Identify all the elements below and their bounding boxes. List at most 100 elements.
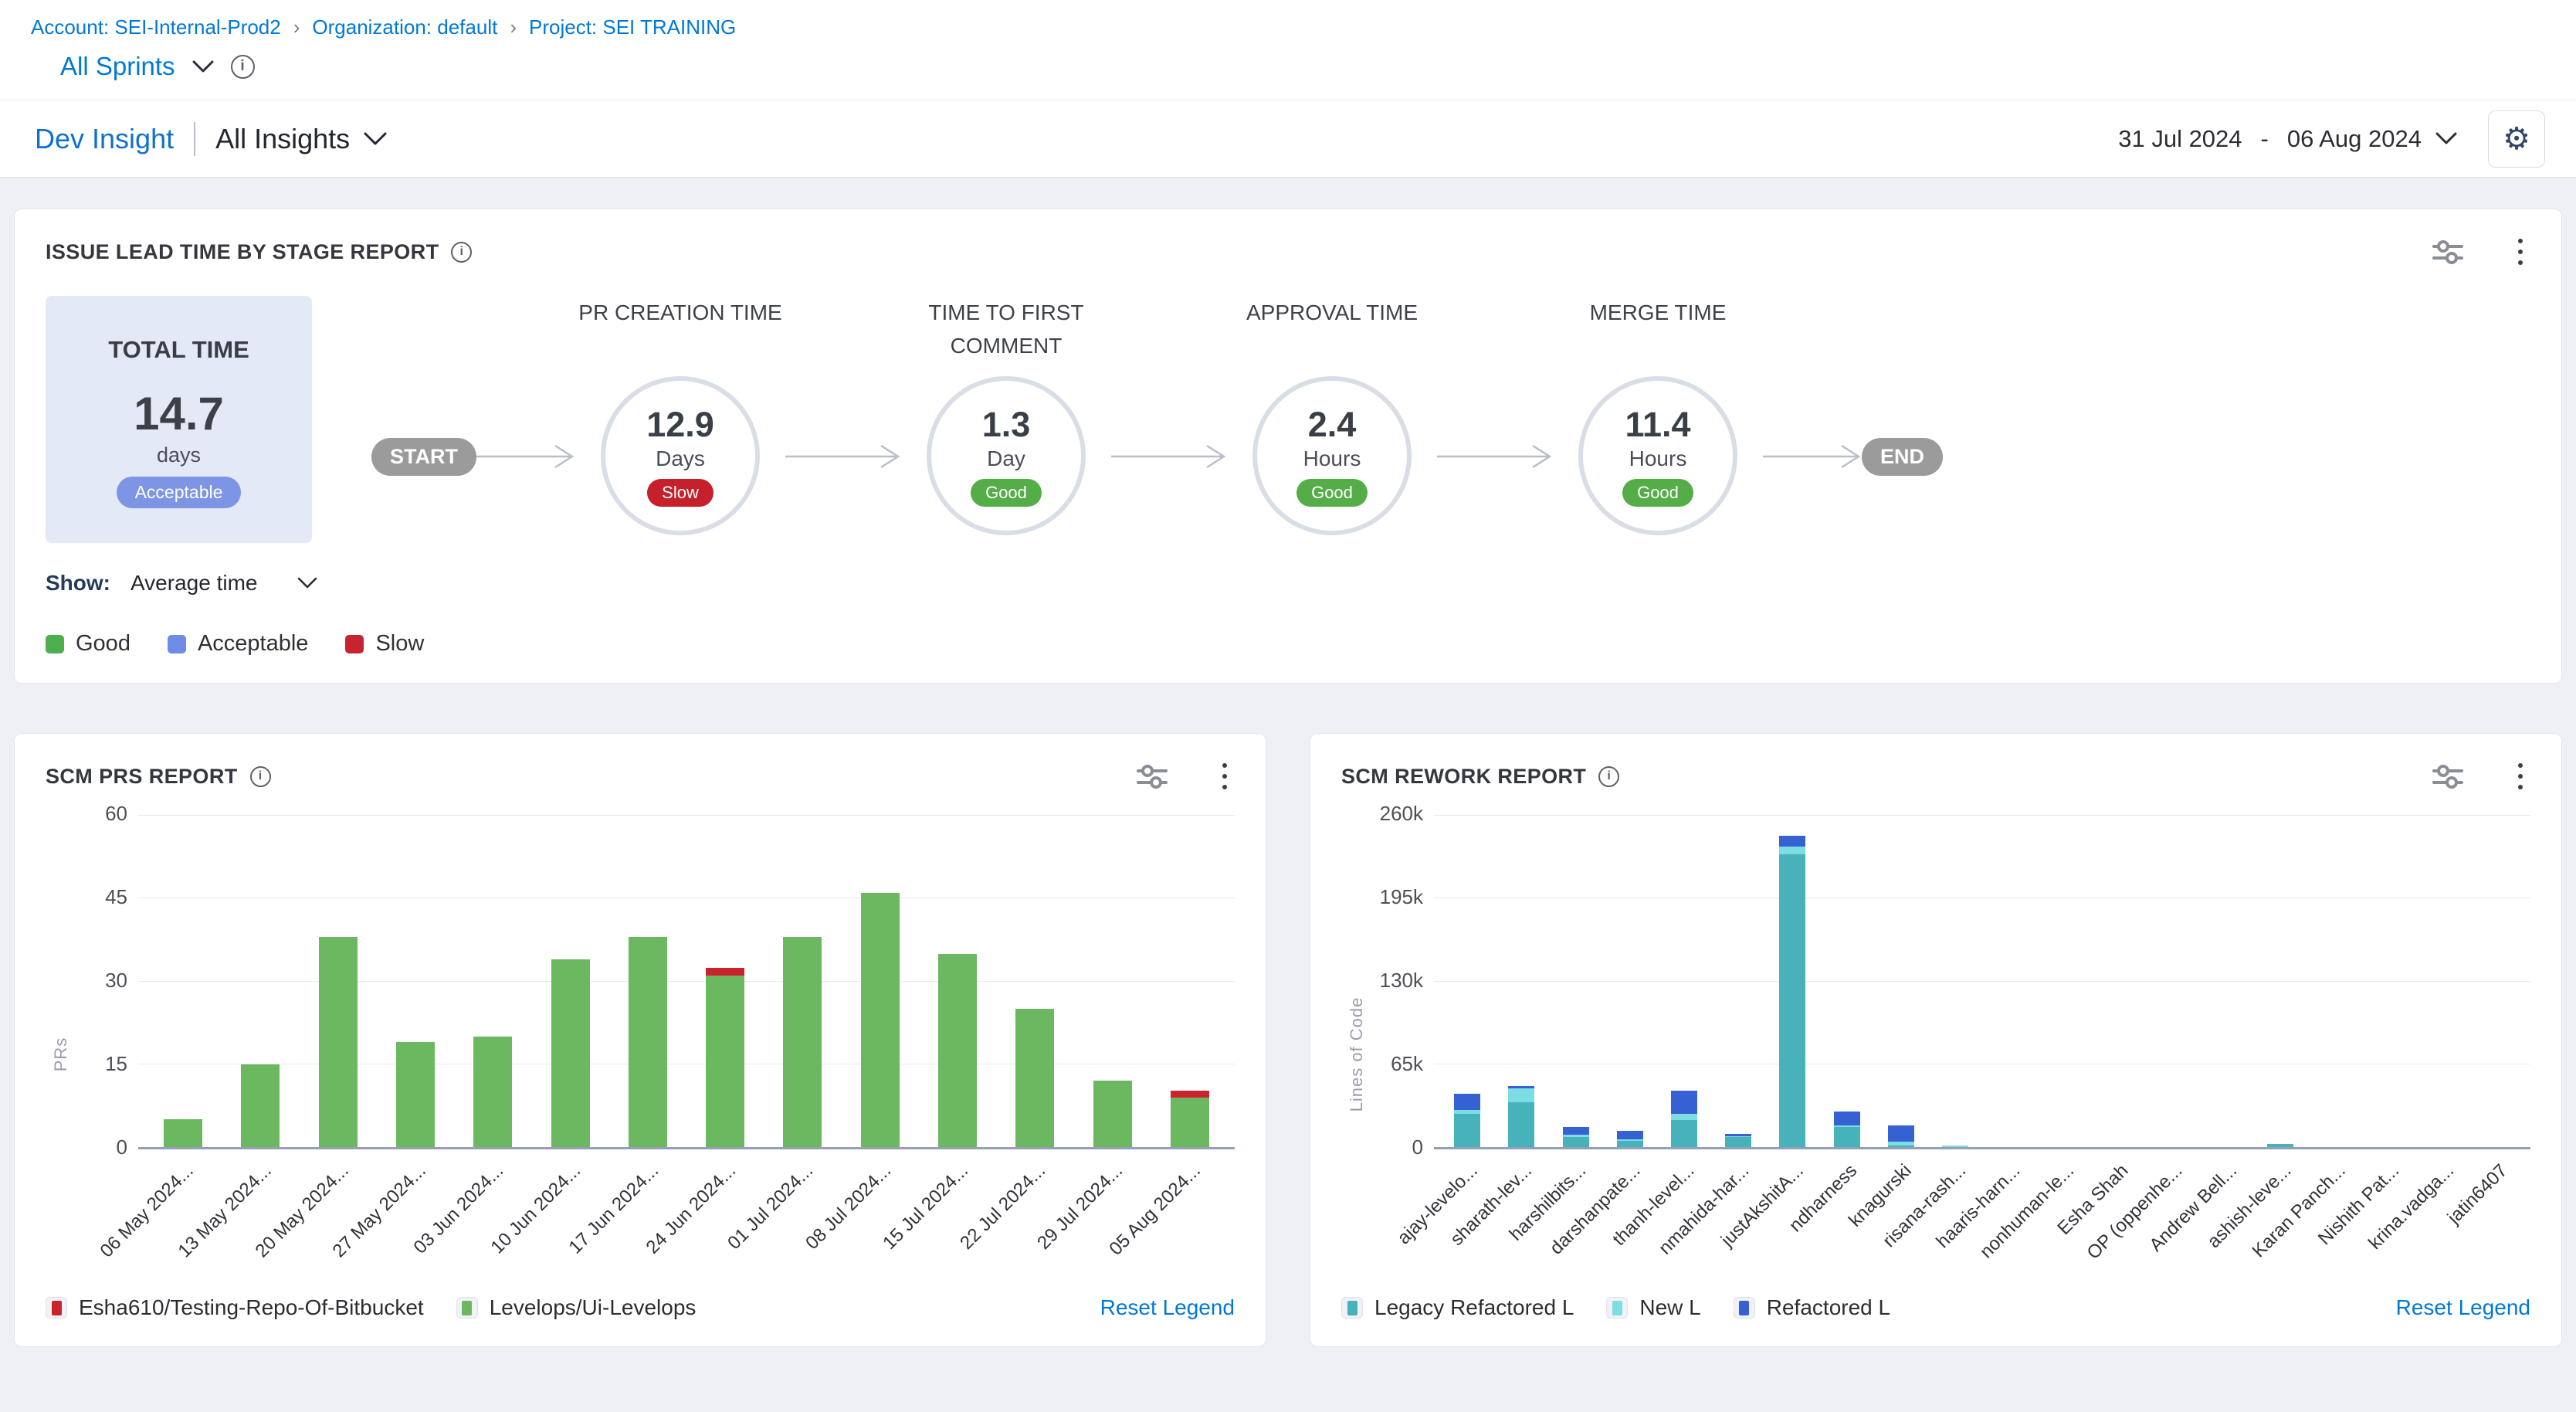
bar[interactable] — [1996, 816, 2022, 1147]
reset-legend-link[interactable]: Reset Legend — [1100, 1295, 1235, 1319]
bar-segment[interactable] — [395, 1042, 435, 1147]
breadcrumb-organization[interactable]: Organization: default — [312, 15, 498, 39]
bar-segment[interactable] — [1454, 1110, 1481, 1115]
bar[interactable] — [1015, 816, 1055, 1147]
stage-circle[interactable]: 12.9 Days Slow — [601, 376, 760, 535]
bar[interactable] — [551, 816, 590, 1147]
legend-item-slow[interactable]: Slow — [345, 631, 424, 657]
bar[interactable] — [1170, 816, 1209, 1147]
bar[interactable] — [1887, 816, 1914, 1147]
bar[interactable] — [2050, 816, 2076, 1147]
bar[interactable] — [1454, 816, 1481, 1147]
bar[interactable] — [1093, 816, 1132, 1147]
chart-legend-item[interactable]: Legacy Refactored L — [1341, 1295, 1574, 1320]
bar-segment[interactable] — [860, 893, 900, 1147]
kebab-menu-icon[interactable] — [2510, 236, 2530, 268]
bar-segment[interactable] — [1093, 1081, 1132, 1147]
show-value[interactable]: Average time — [130, 571, 258, 595]
insight-name-link[interactable]: Dev Insight — [35, 122, 175, 154]
sprint-selector[interactable]: All Sprints — [60, 52, 175, 80]
bar-segment[interactable] — [1616, 1130, 1643, 1140]
bar-segment[interactable] — [783, 937, 822, 1147]
bar-segment[interactable] — [1887, 1125, 1914, 1142]
chart-legend-item[interactable]: Esha610/Testing-Repo-Of-Bitbucket — [46, 1295, 424, 1320]
bar[interactable] — [1670, 816, 1697, 1147]
bar[interactable] — [2376, 816, 2402, 1147]
bar-segment[interactable] — [1562, 1134, 1589, 1137]
bar[interactable] — [395, 816, 435, 1147]
legend-item-good[interactable]: Good — [46, 631, 130, 657]
kebab-menu-icon[interactable] — [1215, 760, 1235, 793]
bar[interactable] — [860, 816, 900, 1147]
bar[interactable] — [1941, 816, 1968, 1147]
bar-segment[interactable] — [1508, 1088, 1535, 1103]
settings-button[interactable]: ⚙ — [2488, 110, 2545, 168]
bar[interactable] — [473, 816, 513, 1147]
bar[interactable] — [2321, 816, 2347, 1147]
bar-segment[interactable] — [164, 1119, 203, 1147]
filter-sliders-icon[interactable] — [1134, 761, 1170, 792]
bar-segment[interactable] — [706, 976, 745, 1147]
bar-segment[interactable] — [1887, 1142, 1914, 1146]
bar-segment[interactable] — [473, 1037, 513, 1147]
bar-segment[interactable] — [1725, 1136, 1752, 1137]
bar[interactable] — [2213, 816, 2239, 1147]
bar[interactable] — [2159, 816, 2185, 1147]
breadcrumb-project[interactable]: Project: SEI TRAINING — [529, 15, 737, 39]
info-icon[interactable]: i — [249, 765, 271, 787]
bar-segment[interactable] — [241, 1064, 280, 1147]
bar-segment[interactable] — [706, 967, 745, 976]
chart-legend-item[interactable]: Refactored L — [1733, 1295, 1890, 1320]
bar[interactable] — [1779, 816, 1806, 1147]
bar-segment[interactable] — [1670, 1114, 1697, 1121]
bar-segment[interactable] — [628, 937, 667, 1147]
bar-segment[interactable] — [937, 953, 977, 1147]
chevron-down-icon[interactable] — [297, 577, 317, 589]
all-insights-dropdown[interactable]: All Insights — [215, 123, 387, 155]
bar-segment[interactable] — [551, 959, 590, 1147]
bar-segment[interactable] — [1508, 1085, 1535, 1089]
bar-segment[interactable] — [1941, 1146, 1968, 1147]
bar[interactable] — [2430, 816, 2456, 1147]
bar[interactable] — [706, 816, 745, 1147]
chart-legend-item[interactable]: New L — [1606, 1295, 1701, 1320]
bar-segment[interactable] — [1670, 1120, 1697, 1147]
bar-segment[interactable] — [318, 937, 358, 1147]
bar[interactable] — [1562, 816, 1589, 1147]
bar[interactable] — [2105, 816, 2131, 1147]
bar-segment[interactable] — [1670, 1091, 1697, 1115]
bar-segment[interactable] — [1725, 1133, 1752, 1136]
bar-segment[interactable] — [1562, 1126, 1589, 1135]
bar[interactable] — [2484, 816, 2510, 1147]
bar-segment[interactable] — [1779, 836, 1806, 847]
bar-segment[interactable] — [1508, 1102, 1535, 1147]
bar[interactable] — [241, 816, 280, 1147]
bar-segment[interactable] — [1170, 1097, 1209, 1147]
date-range-picker[interactable]: 31 Jul 2024 - 06 Aug 2024 — [2118, 125, 2457, 153]
bar-segment[interactable] — [1454, 1114, 1481, 1147]
bar-segment[interactable] — [1779, 846, 1806, 854]
filter-sliders-icon[interactable] — [2430, 236, 2466, 267]
info-icon[interactable]: i — [1598, 765, 1620, 787]
bar-segment[interactable] — [2267, 1143, 2294, 1147]
chevron-down-icon[interactable] — [192, 60, 214, 73]
info-icon[interactable]: i — [230, 54, 255, 79]
bar-segment[interactable] — [1887, 1146, 1914, 1147]
bar-segment[interactable] — [1562, 1136, 1589, 1147]
bar-segment[interactable] — [1170, 1091, 1209, 1098]
bar[interactable] — [2267, 816, 2294, 1147]
bar[interactable] — [937, 816, 977, 1147]
bar-segment[interactable] — [1616, 1140, 1643, 1147]
bar-segment[interactable] — [1616, 1139, 1643, 1141]
bar-segment[interactable] — [1454, 1093, 1481, 1111]
bar-segment[interactable] — [1015, 1009, 1055, 1147]
filter-sliders-icon[interactable] — [2430, 761, 2466, 792]
bar[interactable] — [628, 816, 667, 1147]
breadcrumb-account[interactable]: Account: SEI-Internal-Prod2 — [31, 15, 281, 39]
bar-segment[interactable] — [1833, 1125, 1860, 1127]
bar[interactable] — [318, 816, 358, 1147]
legend-item-acceptable[interactable]: Acceptable — [167, 631, 308, 657]
bar[interactable] — [1725, 816, 1752, 1147]
bar-segment[interactable] — [1833, 1126, 1860, 1147]
bar-segment[interactable] — [1833, 1111, 1860, 1125]
